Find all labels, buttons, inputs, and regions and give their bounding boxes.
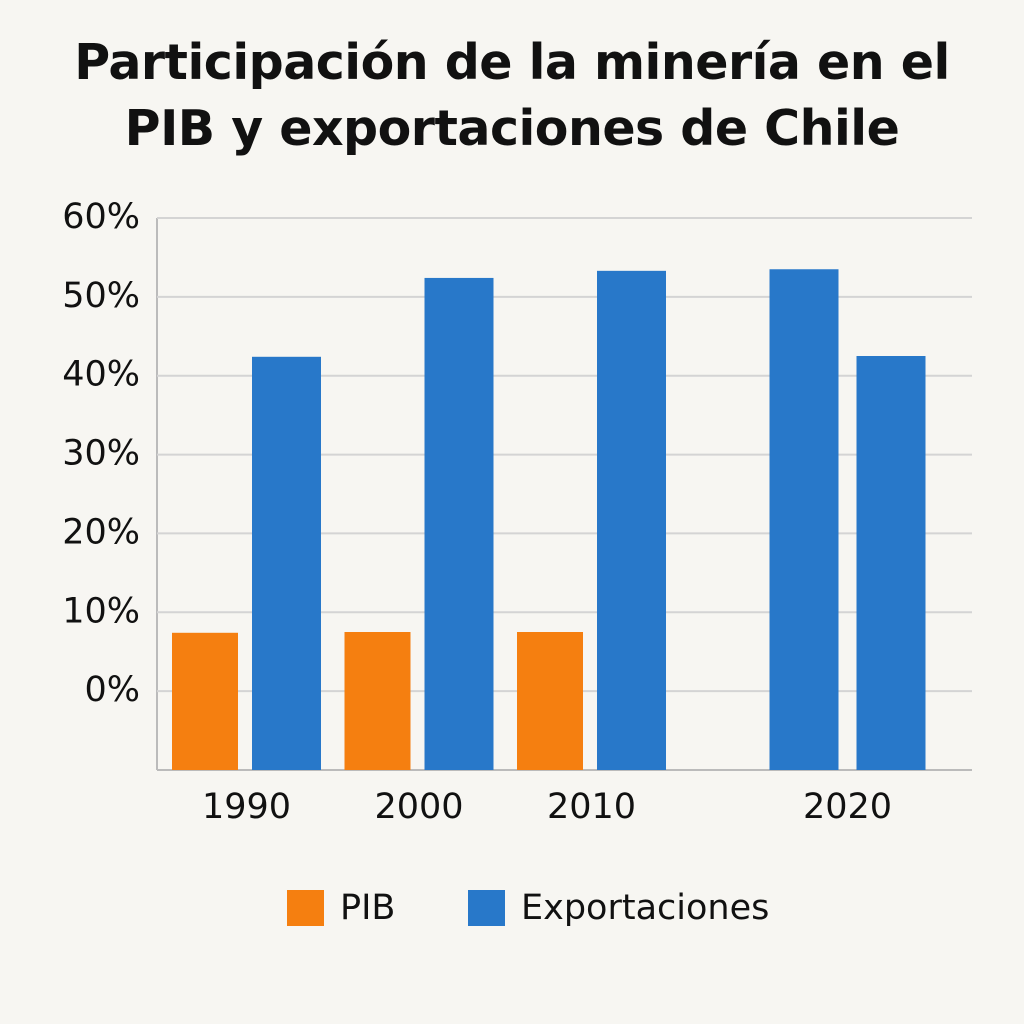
y-tick-label: 30%: [62, 434, 140, 474]
x-tick-label: 2020: [803, 787, 892, 827]
legend-swatch: [468, 890, 505, 926]
y-tick-label: 40%: [62, 355, 140, 395]
y-tick-label: 50%: [62, 276, 140, 316]
bar: [517, 632, 583, 770]
legend-label: Exportaciones: [521, 888, 769, 928]
bar: [344, 632, 411, 770]
y-tick-label: 0%: [84, 670, 140, 710]
y-tick-label: 20%: [62, 512, 140, 552]
bar: [424, 277, 494, 770]
legend-swatch: [287, 890, 324, 926]
bar: [252, 356, 321, 770]
legend-label: PIB: [340, 888, 395, 928]
y-tick-label: 10%: [62, 591, 140, 631]
x-tick-label: 1990: [202, 787, 291, 827]
bar: [172, 632, 238, 770]
y-tick-label: 60%: [62, 197, 140, 237]
chart-title: Participación de la minería en el PIB y …: [74, 34, 950, 157]
x-tick-label: 2010: [547, 787, 636, 827]
bar: [769, 269, 839, 770]
bar: [597, 270, 666, 770]
x-tick-label: 2000: [374, 787, 463, 827]
bar: [856, 356, 926, 770]
